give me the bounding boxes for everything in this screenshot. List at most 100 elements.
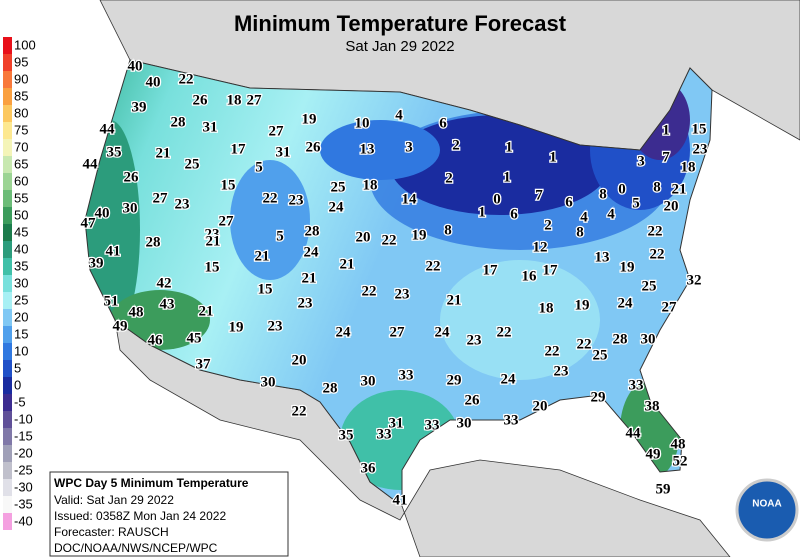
temperature-label: 35 (107, 144, 122, 160)
temperature-label: 27 (662, 299, 678, 315)
info-box (49, 471, 289, 557)
temperature-label: 31 (276, 144, 291, 160)
temperature-label: 18 (363, 177, 378, 193)
legend-label: -30 (14, 479, 33, 494)
temperature-label: 20 (292, 352, 307, 368)
temperature-label: 24 (329, 199, 345, 215)
legend-swatch (3, 71, 12, 88)
temperature-label: 51 (104, 293, 119, 309)
temperature-label: 25 (331, 179, 346, 195)
temperature-label: 30 (123, 200, 138, 216)
temperature-label: 37 (196, 356, 212, 372)
temperature-label: 25 (593, 347, 608, 363)
temperature-label: 2 (544, 217, 552, 233)
temperature-label: 18 (227, 92, 242, 108)
temperature-label: 5 (276, 228, 284, 244)
info-line: Forecaster: RAUSCH (54, 525, 169, 539)
temperature-label: 29 (591, 389, 606, 405)
temperature-label: 5 (632, 195, 640, 211)
temperature-label: 8 (653, 179, 661, 195)
temperature-label: 23 (693, 141, 708, 157)
temperature-label: 31 (203, 119, 218, 135)
temperature-label: 28 (146, 234, 161, 250)
temperature-label: 28 (171, 114, 186, 130)
temperature-label: 30 (261, 374, 276, 390)
temperature-label: 35 (339, 427, 354, 443)
temperature-label: 44 (626, 425, 642, 441)
temperature-label: 30 (641, 331, 656, 347)
temperature-label: 24 (501, 371, 517, 387)
legend-label: 5 (14, 360, 21, 375)
legend-label: 45 (14, 224, 28, 239)
temperature-label: 46 (148, 332, 164, 348)
legend-swatch (3, 139, 12, 156)
info-line: Issued: 0358Z Mon Jan 24 2022 (54, 509, 226, 523)
legend-swatch (3, 54, 12, 71)
temperature-label: 0 (493, 191, 501, 207)
legend: 1009590858075706560555045403530252015105… (3, 37, 36, 530)
temperature-label: 15 (258, 281, 273, 297)
temperature-label: 31 (389, 415, 404, 431)
temperature-label: 42 (157, 275, 172, 291)
temperature-label: 16 (522, 268, 538, 284)
temperature-label: 24 (304, 244, 320, 260)
temperature-label: 27 (153, 190, 169, 206)
temperature-label: 22 (545, 343, 560, 359)
temperature-label: 15 (221, 177, 236, 193)
temperature-label: 12 (533, 239, 548, 255)
temperature-label: 26 (306, 139, 322, 155)
temperature-label: 21 (340, 256, 355, 272)
temperature-label: 29 (447, 372, 462, 388)
legend-label: -25 (14, 462, 33, 477)
legend-swatch (3, 496, 12, 513)
legend-label: -15 (14, 428, 33, 443)
temperature-label: 13 (360, 141, 375, 157)
temperature-label: 33 (629, 377, 644, 393)
temperature-label: 1 (505, 139, 513, 155)
temperature-label: 19 (412, 227, 427, 243)
temperature-label: 48 (129, 304, 144, 320)
info-line: Valid: Sat Jan 29 2022 (54, 493, 174, 507)
temperature-label: 27 (390, 324, 406, 340)
legend-label: -10 (14, 411, 33, 426)
legend-swatch (3, 513, 12, 530)
legend-label: 90 (14, 71, 28, 86)
temperature-label: 8 (599, 186, 607, 202)
temperature-label: 23 (554, 363, 569, 379)
legend-label: 15 (14, 326, 28, 341)
temperature-label: 26 (124, 169, 140, 185)
noaa-logo (735, 478, 799, 542)
temperature-label: 19 (229, 319, 244, 335)
legend-label: 0 (14, 377, 21, 392)
legend-swatch (3, 173, 12, 190)
temperature-label: 38 (645, 398, 660, 414)
legend-label: 40 (14, 241, 28, 256)
temperature-label: 4 (580, 209, 588, 225)
temperature-label: 39 (89, 255, 104, 271)
legend-swatch (3, 105, 12, 122)
temperature-label: 40 (146, 74, 161, 90)
legend-label: 80 (14, 105, 28, 120)
temperature-label: 30 (457, 415, 472, 431)
temperature-label: 48 (671, 436, 686, 452)
temperature-label: 17 (231, 141, 247, 157)
temperature-label: 28 (323, 380, 338, 396)
temperature-label: 25 (185, 156, 200, 172)
temperature-label: 33 (425, 417, 440, 433)
temperature-label: 22 (577, 336, 592, 352)
temperature-label: 23 (298, 295, 313, 311)
temperature-label: 13 (595, 249, 610, 265)
info-lines: Valid: Sat Jan 29 2022 Issued: 0358Z Mon … (54, 493, 226, 555)
temperature-label: 49 (646, 446, 661, 462)
legend-label: -35 (14, 496, 33, 511)
temperature-label: 15 (205, 259, 220, 275)
legend-swatch (3, 241, 12, 258)
temperature-label: 20 (356, 229, 371, 245)
legend-swatch (3, 122, 12, 139)
temperature-label: 27 (269, 123, 285, 139)
temperature-label: 23 (467, 332, 482, 348)
temperature-label: 4 (607, 206, 615, 222)
legend-swatch (3, 445, 12, 462)
temperature-label: 20 (533, 398, 548, 414)
